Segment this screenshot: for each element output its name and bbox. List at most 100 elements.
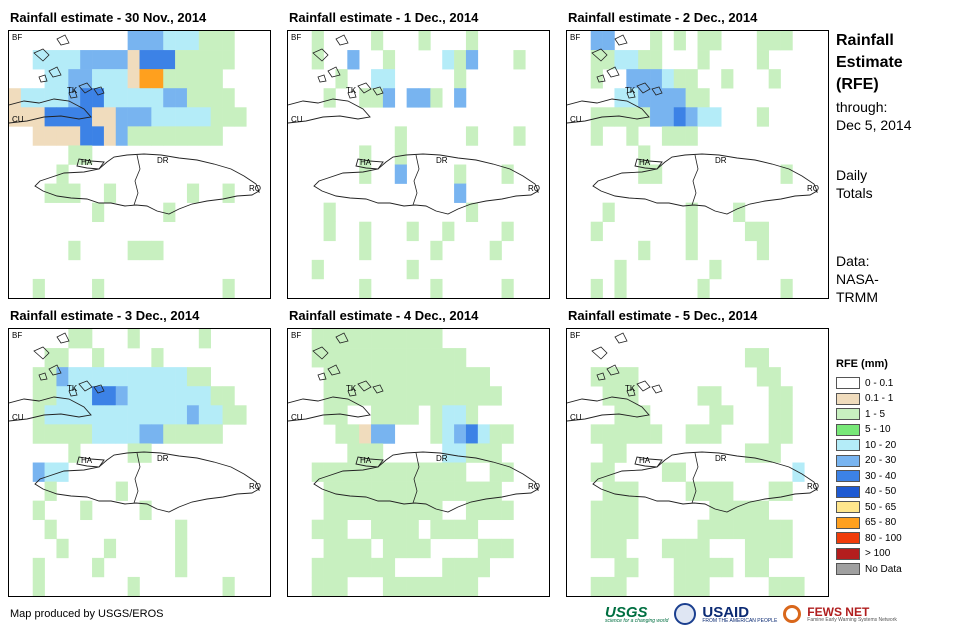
rain-cell: [489, 538, 502, 559]
rain-cell: [382, 386, 396, 406]
legend-item: No Data: [836, 562, 902, 576]
rain-cell: [347, 443, 360, 463]
rain-cell: [222, 88, 235, 108]
rain-cell: [465, 481, 479, 501]
rain-cell: [756, 221, 769, 242]
rain-cell: [382, 405, 396, 425]
cuba-coastline: [9, 396, 92, 422]
island-outline: [372, 384, 384, 394]
island-outline: [312, 48, 329, 62]
rain-cell: [626, 126, 639, 146]
rain-cell: [115, 367, 128, 387]
rain-cell: [454, 348, 467, 368]
rain-cell: [709, 405, 722, 425]
map-label-rq: RQ: [249, 184, 261, 193]
rain-cell: [139, 240, 152, 261]
rain-cell: [175, 69, 188, 89]
rain-cell: [394, 576, 407, 596]
rain-cell: [394, 164, 407, 184]
rain-cell: [359, 462, 372, 482]
cuba-coastline: [567, 396, 650, 422]
rain-cell: [768, 386, 781, 406]
rain-cell: [80, 386, 93, 406]
rain-cell: [92, 126, 105, 146]
rain-cell: [80, 88, 93, 108]
rain-cell: [127, 367, 140, 387]
map-label-tk: TK: [67, 384, 78, 393]
island-outline: [56, 34, 70, 46]
rain-cell: [394, 126, 407, 146]
rain-cell: [323, 576, 336, 596]
rain-cell: [442, 481, 455, 501]
rain-cell: [602, 50, 615, 70]
rain-cell: [626, 481, 639, 501]
legend-label: No Data: [865, 563, 902, 575]
legend-swatch: [836, 485, 860, 498]
rain-cell: [626, 500, 639, 521]
island-outline: [357, 380, 372, 392]
map-label-rq: RQ: [528, 184, 540, 193]
rain-cell: [382, 557, 396, 578]
rain-cell: [103, 405, 117, 425]
rain-cell: [151, 88, 164, 108]
rain-cell: [614, 88, 627, 108]
rain-cell: [685, 221, 698, 242]
rain-cell: [382, 424, 396, 444]
rain-cell: [650, 50, 663, 70]
rain-cell: [780, 519, 793, 540]
map-label-ha: HA: [81, 456, 93, 465]
rain-cell: [430, 240, 443, 261]
map-label-tk: TK: [625, 86, 636, 95]
rain-cell: [673, 462, 686, 482]
map-label-ha: HA: [639, 158, 651, 167]
rain-cell: [371, 500, 384, 521]
rain-cell: [103, 386, 117, 406]
rain-cell: [465, 424, 479, 444]
data-line-1: Data:: [836, 253, 870, 269]
rain-cell: [673, 88, 686, 108]
map-svg: BF TK CU HA DR RQ: [9, 329, 261, 596]
rain-cell: [650, 69, 663, 89]
rain-cell: [92, 278, 105, 298]
rain-cell: [465, 31, 479, 51]
rain-cell: [709, 424, 722, 444]
rain-cell: [709, 386, 722, 406]
island-outline: [596, 372, 606, 381]
rain-cell: [359, 500, 372, 521]
rain-cell: [454, 462, 467, 482]
legend-item: 1 - 5: [836, 407, 885, 421]
rain-cell: [501, 221, 514, 242]
rain-cell: [323, 329, 336, 349]
island-outline: [327, 364, 341, 376]
rain-cell: [465, 405, 479, 425]
rainfall-map: BF TK CU HA DR RQ: [287, 30, 550, 299]
rain-cell: [602, 576, 615, 596]
rain-cell: [175, 557, 188, 578]
rain-cell: [768, 519, 781, 540]
rain-cell: [768, 424, 781, 444]
legend-label: 40 - 50: [865, 486, 897, 497]
rain-cell: [151, 240, 164, 261]
rain-cell: [614, 367, 627, 387]
rain-cell: [32, 367, 45, 387]
panel-title: Rainfall estimate - 2 Dec., 2014: [568, 10, 758, 25]
rain-cell: [151, 348, 164, 368]
rain-cell: [406, 88, 419, 108]
rain-cell: [513, 50, 526, 70]
legend-label: 50 - 65: [865, 501, 897, 513]
rain-cell: [602, 424, 615, 444]
island-outline: [335, 34, 349, 46]
rain-cell: [406, 367, 419, 387]
rain-cell: [80, 69, 93, 89]
rain-cell: [32, 557, 45, 578]
rain-cell: [151, 386, 164, 406]
rain-cell: [454, 405, 467, 425]
rain-cell: [68, 240, 81, 261]
rain-cell: [733, 500, 746, 521]
panel-title: Rainfall estimate - 4 Dec., 2014: [289, 308, 479, 323]
rain-cell: [477, 443, 490, 463]
rain-cell: [175, 519, 188, 540]
rain-cell: [92, 88, 105, 108]
rain-cell: [103, 424, 117, 444]
rain-cell: [768, 367, 781, 387]
